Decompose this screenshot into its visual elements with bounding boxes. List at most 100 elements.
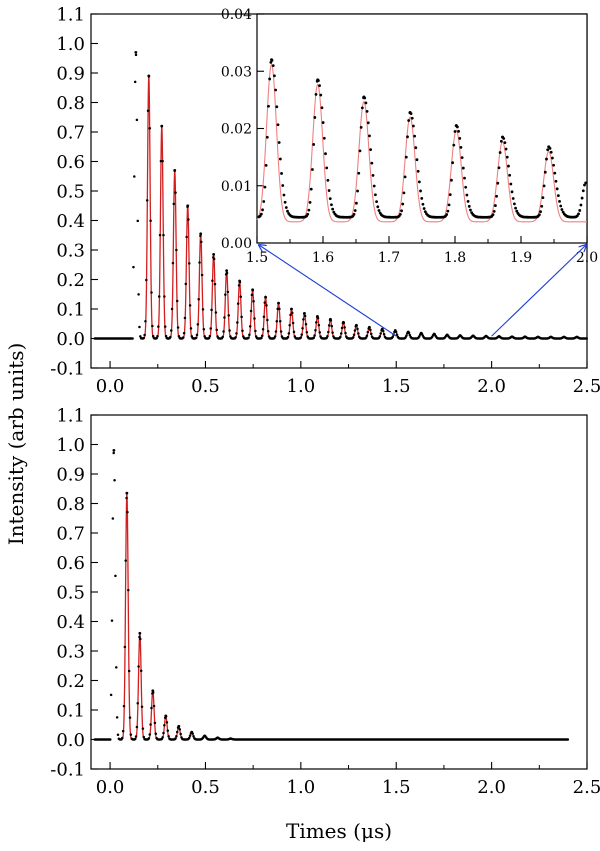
top-plot — [93, 50, 588, 340]
inset-point — [366, 121, 370, 125]
top-peak-marker — [393, 329, 397, 332]
bottom-peak-marker — [164, 714, 168, 718]
top-y-tick-label: 0.9 — [56, 63, 85, 84]
top-point — [302, 318, 305, 321]
inset-point — [371, 173, 375, 177]
inset-point — [497, 166, 501, 170]
top-point — [286, 335, 290, 339]
top-point — [144, 319, 147, 323]
inset-y-tick-label: 0.00 — [221, 236, 252, 252]
inset-point — [263, 185, 267, 189]
inset-point — [330, 203, 333, 207]
inset-point — [309, 187, 313, 191]
bottom-point — [127, 669, 131, 673]
inset-point — [464, 185, 468, 189]
inset-point — [283, 200, 287, 204]
inset-point — [416, 169, 420, 173]
inset-peak-marker — [454, 124, 458, 128]
inset-point — [322, 136, 326, 140]
bottom-y-tick-label: 1.1 — [56, 405, 85, 426]
top-peak-marker — [458, 334, 462, 337]
top-y-tick-label: 0.4 — [56, 211, 85, 232]
top-point — [195, 333, 199, 337]
top-point — [408, 333, 412, 337]
inset-point — [274, 88, 278, 92]
top-y-tick-label: 0.5 — [56, 181, 85, 202]
top-peak-marker — [173, 168, 177, 172]
top-point — [274, 330, 278, 333]
top-point — [133, 175, 136, 178]
top-point — [278, 320, 282, 323]
bottom-peak-marker — [112, 449, 116, 452]
inset-point — [357, 171, 361, 175]
top-point — [215, 328, 218, 332]
top-point — [343, 326, 346, 329]
inset-point — [401, 202, 405, 206]
bottom-point — [126, 510, 129, 514]
y-axis-label: Intensity (arb units) — [4, 343, 28, 546]
bottom-point — [153, 721, 157, 725]
inset-point — [540, 204, 544, 208]
top-axes: 0.0 0.5 1.0 1.5 2.0 2.5 -0.1 0.0 0.1 0.2 0.3 0.4 0.5… — [50, 4, 600, 397]
bottom-peak-marker — [177, 724, 181, 728]
top-peak-marker — [471, 334, 475, 338]
top-point — [134, 53, 138, 57]
top-point — [356, 327, 359, 331]
bottom-plot — [93, 449, 570, 741]
top-x-tick-label: 2.0 — [477, 376, 506, 397]
bottom-point — [141, 727, 145, 730]
inset-point — [578, 209, 582, 212]
top-point — [155, 336, 158, 340]
inset-point — [325, 166, 329, 170]
inset-point — [453, 130, 457, 133]
top-point — [236, 321, 239, 324]
top-point — [382, 333, 386, 336]
top-point — [149, 219, 152, 223]
inset-point — [505, 155, 509, 159]
inset-peak-marker — [316, 78, 320, 82]
bottom-point — [133, 737, 137, 741]
inset-point — [458, 136, 462, 140]
bottom-y-tick-label: 0.2 — [56, 671, 85, 692]
top-peak-marker — [264, 295, 267, 299]
top-point — [157, 325, 160, 328]
inset-point — [463, 176, 466, 180]
inset-point — [259, 212, 263, 216]
bottom-y-tick-label: 0.5 — [56, 582, 85, 603]
bottom-point — [111, 517, 115, 520]
inset-point — [306, 212, 310, 216]
top-peak-marker — [445, 333, 449, 337]
inset-point — [264, 164, 268, 167]
inset-point — [407, 119, 411, 122]
inset-point — [365, 110, 369, 113]
bottom-point — [129, 733, 133, 736]
zoom-connector-left — [259, 245, 397, 337]
inset-point — [281, 184, 285, 187]
top-point — [142, 336, 145, 340]
top-point — [352, 333, 356, 337]
inset-point — [261, 208, 264, 212]
top-point — [248, 333, 251, 337]
top-point — [266, 318, 269, 322]
top-point — [313, 334, 316, 337]
bottom-point — [109, 693, 113, 697]
top-point — [181, 336, 185, 339]
inset-point — [546, 148, 550, 152]
top-point — [223, 316, 226, 319]
x-axis-label: Times (μs) — [286, 819, 392, 843]
top-peak-marker — [238, 279, 242, 283]
inset-point — [583, 183, 586, 187]
top-peak-marker — [290, 307, 293, 311]
top-peak-marker — [536, 335, 540, 339]
top-point — [369, 332, 373, 336]
top-point — [249, 309, 253, 313]
inset-point — [374, 193, 377, 197]
top-point — [287, 332, 291, 335]
top-point — [163, 295, 166, 298]
top-point — [353, 329, 357, 332]
top-peak-marker — [186, 204, 190, 208]
top-x-tick-label: 0.0 — [96, 376, 125, 397]
top-x-tick-label: 1.0 — [287, 376, 316, 397]
top-point — [157, 295, 161, 298]
inset-point — [579, 203, 583, 207]
